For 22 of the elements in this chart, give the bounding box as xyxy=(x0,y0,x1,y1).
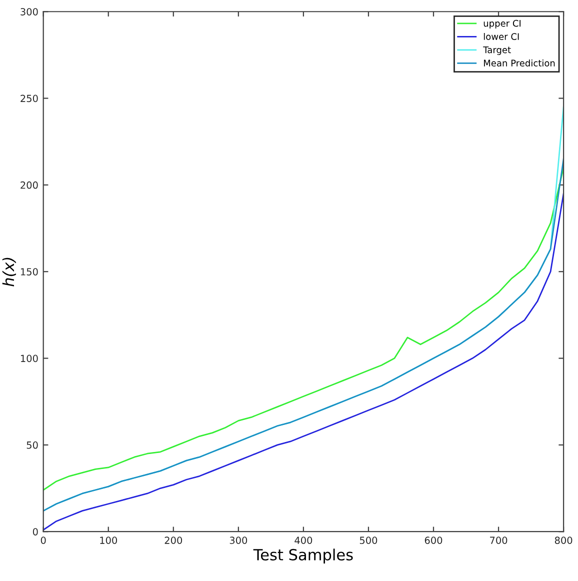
legend-label: lower CI xyxy=(484,32,519,40)
y-tick-label: 0 xyxy=(32,528,38,536)
legend-label: Mean Prediction xyxy=(484,60,555,66)
x-tick-label: 100 xyxy=(100,536,118,544)
x-tick-label: 0 xyxy=(40,536,46,544)
legend-label: upper CI xyxy=(484,20,521,28)
x-tick-label: 400 xyxy=(294,536,312,544)
legend-label: Target xyxy=(483,46,511,55)
y-tick-label: 150 xyxy=(21,268,38,276)
y-tick-label: 250 xyxy=(20,94,38,102)
y-tick-label: 50 xyxy=(26,441,38,449)
y-tick-label: 200 xyxy=(20,181,38,189)
x-tick-label: 200 xyxy=(164,536,182,544)
x-tick-label: 300 xyxy=(230,536,248,544)
x-axis-title: Test Samples xyxy=(253,548,353,564)
x-tick-label: 700 xyxy=(490,536,508,544)
x-tick-label: 800 xyxy=(554,536,572,544)
y-tick-label: 100 xyxy=(21,354,38,362)
x-tick-label: 600 xyxy=(424,536,442,544)
y-tick-label: 300 xyxy=(20,8,38,16)
y-axis-title: h(x) xyxy=(2,258,16,286)
x-tick-label: 500 xyxy=(360,536,378,544)
